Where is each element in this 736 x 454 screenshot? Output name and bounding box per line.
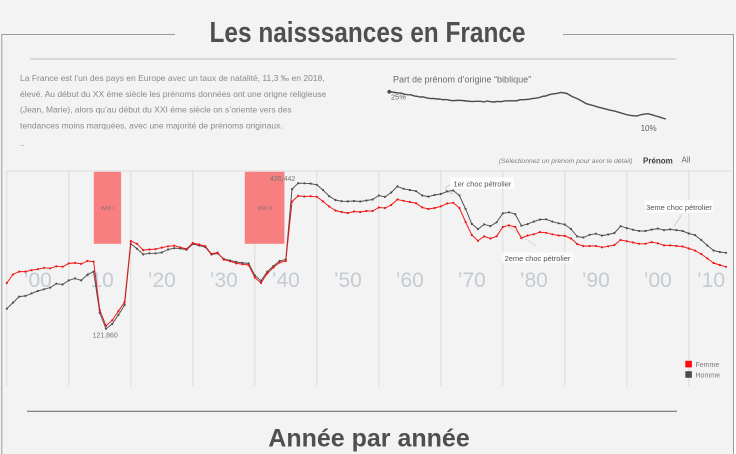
svg-text:Femme: Femme bbox=[696, 362, 720, 369]
svg-text:WW I: WW I bbox=[101, 206, 115, 212]
svg-text:All: All bbox=[682, 156, 691, 165]
svg-text:’90: ’90 bbox=[582, 269, 610, 292]
svg-text:..: .. bbox=[20, 138, 25, 148]
svg-text:(Sélectionnez un prénom pour a: (Sélectionnez un prénom pour avor le dét… bbox=[499, 158, 633, 165]
svg-text:’30: ’30 bbox=[210, 269, 238, 292]
svg-text:(Jean, Marie), alors qu’au déb: (Jean, Marie), alors qu’au début du XXI … bbox=[20, 105, 292, 115]
svg-text:3eme choc pétrolier: 3eme choc pétrolier bbox=[646, 203, 712, 212]
svg-text:élevé. Au début du XX éme sièc: élevé. Au début du XX éme siècle les pré… bbox=[20, 89, 326, 99]
svg-text:’80: ’80 bbox=[520, 269, 548, 292]
svg-text:Homme: Homme bbox=[696, 373, 721, 380]
svg-text:’10: ’10 bbox=[86, 269, 114, 292]
svg-text:’70: ’70 bbox=[458, 269, 486, 292]
svg-text:La France est l’un des pays en: La France est l’un des pays en Europe av… bbox=[20, 73, 325, 83]
svg-text:’20: ’20 bbox=[148, 269, 176, 292]
svg-text:121,860: 121,860 bbox=[93, 333, 118, 340]
svg-text:’10: ’10 bbox=[697, 269, 725, 292]
svg-text:’60: ’60 bbox=[396, 269, 424, 292]
svg-text:’50: ’50 bbox=[334, 269, 362, 292]
svg-text:Prénom: Prénom bbox=[643, 156, 673, 165]
svg-text:25%: 25% bbox=[391, 93, 406, 102]
svg-text:10%: 10% bbox=[641, 124, 657, 133]
svg-text:Les naisssances en France: Les naisssances en France bbox=[210, 17, 526, 49]
svg-text:435,442: 435,442 bbox=[270, 176, 295, 183]
svg-text:’00: ’00 bbox=[644, 269, 672, 292]
svg-text:tendances moins marquées, avec: tendances moins marquées, avec une major… bbox=[20, 120, 283, 130]
svg-text:Année par année: Année par année bbox=[268, 424, 470, 452]
svg-text:’40: ’40 bbox=[272, 269, 300, 292]
svg-text:WW II: WW II bbox=[257, 206, 272, 212]
svg-text:1er choc pétrolier: 1er choc pétrolier bbox=[453, 179, 511, 188]
svg-text:Part de prénom d’origine “bibl: Part de prénom d’origine “biblique” bbox=[393, 74, 531, 84]
svg-text:2eme choc pétrolier: 2eme choc pétrolier bbox=[505, 254, 571, 263]
